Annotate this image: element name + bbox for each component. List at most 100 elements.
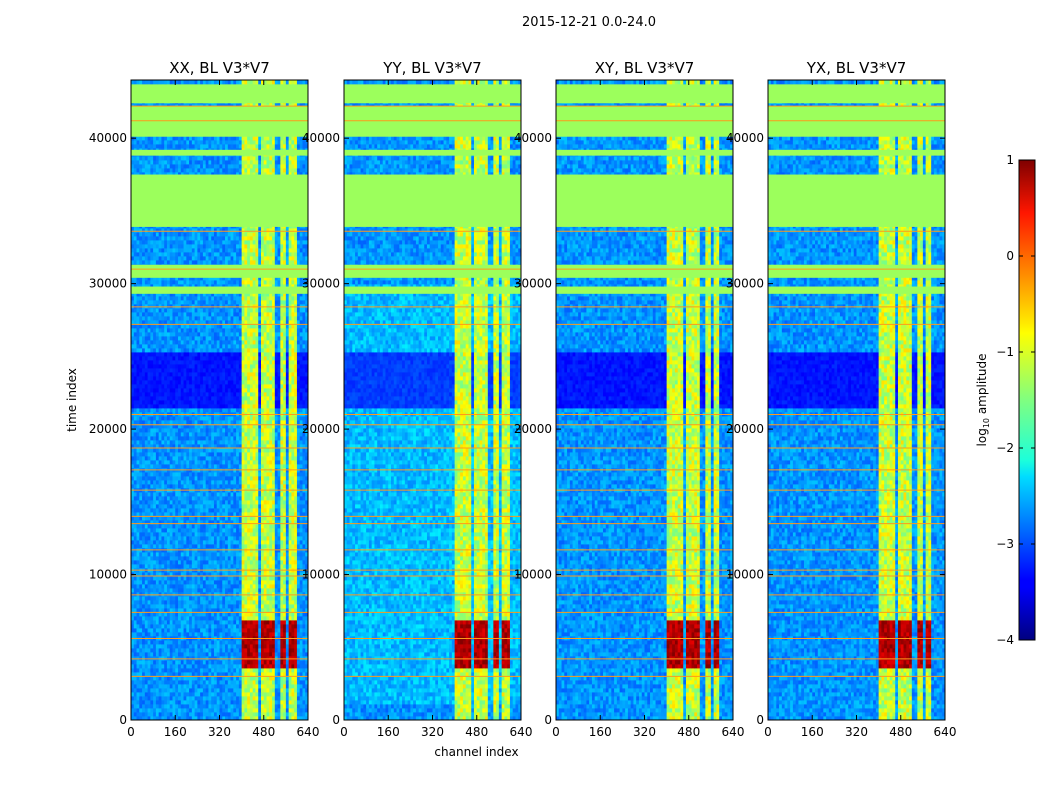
heatmap-cell	[264, 668, 267, 672]
heatmap-cell	[175, 684, 178, 688]
heatmap-cell	[203, 712, 206, 716]
heatmap-cell	[267, 544, 270, 548]
heatmap-cell	[242, 484, 245, 488]
heatmap-cell	[161, 436, 164, 440]
heatmap-cell	[170, 680, 173, 684]
heatmap-cell	[289, 416, 292, 420]
heatmap-cell	[178, 544, 181, 548]
heatmap-cell	[134, 640, 137, 644]
heatmap-cell	[197, 416, 200, 420]
heatmap-cell	[186, 664, 189, 668]
heatmap-cell	[236, 492, 239, 496]
heatmap-cell	[269, 416, 272, 420]
heatmap-cell	[222, 460, 225, 464]
heatmap-cell	[253, 480, 256, 484]
heatmap-cell	[164, 604, 167, 608]
heatmap-cell	[206, 640, 209, 644]
heatmap-cell	[197, 480, 200, 484]
heatmap-cell	[250, 512, 253, 516]
heatmap-cell	[267, 644, 270, 648]
heatmap-cell	[255, 540, 258, 544]
heatmap-cell	[269, 700, 272, 704]
heatmap-cell	[195, 664, 198, 668]
heatmap-cell	[278, 684, 281, 688]
heatmap-cell	[220, 644, 223, 648]
heatmap-cell	[206, 540, 209, 544]
heatmap-cell	[267, 436, 270, 440]
heatmap-cell	[220, 604, 223, 608]
heatmap-cell	[175, 604, 178, 608]
heatmap-cell	[134, 680, 137, 684]
heatmap-cell	[161, 608, 164, 612]
heatmap-cell	[139, 408, 142, 412]
heatmap-cell	[137, 680, 140, 684]
heatmap-cell	[233, 704, 236, 708]
heatmap-cell	[269, 708, 272, 712]
heatmap-cell	[244, 692, 247, 696]
heatmap-cell	[300, 664, 303, 668]
heatmap-cell	[269, 576, 272, 580]
heatmap-cell	[175, 680, 178, 684]
heatmap-cell	[164, 456, 167, 460]
heatmap-cell	[261, 480, 264, 484]
heatmap-cell	[214, 552, 217, 556]
heatmap-cell	[217, 588, 220, 592]
heatmap-cell	[264, 584, 267, 588]
heatmap-cell	[161, 680, 164, 684]
heatmap-cell	[267, 416, 270, 420]
heatmap-cell	[280, 472, 283, 476]
heatmap-cell	[181, 660, 184, 664]
heatmap-cell	[242, 480, 245, 484]
heatmap-cell	[186, 540, 189, 544]
heatmap-cell	[172, 680, 175, 684]
heatmap-cell	[261, 528, 264, 532]
heatmap-cell	[264, 660, 267, 664]
heatmap-cell	[159, 508, 162, 512]
heatmap-cell	[233, 576, 236, 580]
heatmap-cell	[192, 544, 195, 548]
heatmap-cell	[294, 632, 297, 636]
heatmap-cell	[184, 660, 187, 664]
heatmap-cell	[197, 428, 200, 432]
heatmap-cell	[220, 616, 223, 620]
heatmap-cell	[203, 408, 206, 412]
heatmap-cell	[150, 420, 153, 424]
heatmap-cell	[233, 596, 236, 600]
heatmap-cell	[181, 684, 184, 688]
heatmap-cell	[220, 708, 223, 712]
heatmap-cell	[220, 484, 223, 488]
heatmap-cell	[264, 408, 267, 412]
heatmap-cell	[161, 596, 164, 600]
heatmap-cell	[228, 588, 231, 592]
heatmap-cell	[150, 692, 153, 696]
heatmap-cell	[239, 668, 242, 672]
heatmap-cell	[200, 472, 203, 476]
heatmap-cell	[286, 552, 289, 556]
heatmap-cell	[167, 692, 170, 696]
heatmap-cell	[233, 484, 236, 488]
heatmap-cell	[170, 632, 173, 636]
heatmap-cell	[189, 460, 192, 464]
heatmap-cell	[159, 588, 162, 592]
heatmap-cell	[178, 604, 181, 608]
heatmap-cell	[289, 704, 292, 708]
heatmap-cell	[239, 704, 242, 708]
heatmap-cell	[242, 536, 245, 540]
heatmap-cell	[247, 616, 250, 620]
heatmap-cell	[267, 556, 270, 560]
heatmap-cell	[189, 492, 192, 496]
heatmap-cell	[145, 656, 148, 660]
heatmap-cell	[222, 560, 225, 564]
heatmap-cell	[228, 432, 231, 436]
heatmap-cell	[186, 408, 189, 412]
heatmap-cell	[184, 592, 187, 596]
heatmap-cell	[170, 644, 173, 648]
heatmap-cell	[267, 492, 270, 496]
heatmap-cell	[200, 652, 203, 656]
heatmap-cell	[192, 616, 195, 620]
heatmap-cell	[300, 680, 303, 684]
heatmap-cell	[189, 652, 192, 656]
heatmap-cell	[164, 508, 167, 512]
heatmap-cell	[167, 512, 170, 516]
heatmap-cell	[286, 660, 289, 664]
